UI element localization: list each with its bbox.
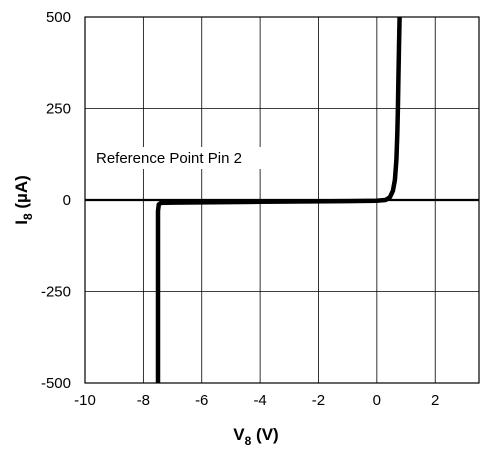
y-tick-label: 250 bbox=[46, 101, 71, 118]
x-tick-label: -2 bbox=[312, 392, 325, 409]
y-tick-label: 0 bbox=[63, 192, 71, 209]
y-axis-label-unit: (µA) bbox=[12, 175, 31, 213]
y-tick-label: -500 bbox=[41, 375, 71, 392]
annotation-label: Reference Point Pin 2 bbox=[96, 150, 242, 167]
y-tick-labels: -500 -250 0 250 500 bbox=[41, 9, 71, 392]
x-axis-label-main: V bbox=[233, 425, 245, 444]
x-tick-label: -8 bbox=[137, 392, 150, 409]
x-tick-label: 0 bbox=[373, 392, 381, 409]
x-tick-labels: -10 -8 -6 -4 -2 0 2 bbox=[74, 392, 439, 409]
y-axis-label-sub: 8 bbox=[21, 213, 35, 220]
annotation-background bbox=[91, 147, 269, 169]
x-axis-label-unit: (V) bbox=[251, 425, 278, 444]
x-tick-label: -10 bbox=[74, 392, 96, 409]
y-tick-label: -250 bbox=[41, 284, 71, 301]
x-tick-label: 2 bbox=[431, 392, 439, 409]
y-tick-label: 500 bbox=[46, 9, 71, 26]
series-line bbox=[155, 16, 402, 383]
x-axis-label: V8 (V) bbox=[233, 425, 278, 448]
x-axis-label-sub: 8 bbox=[245, 434, 252, 448]
x-tick-label: -6 bbox=[195, 392, 208, 409]
y-axis-label: I8 (µA) bbox=[12, 175, 35, 225]
x-tick-label: -4 bbox=[253, 392, 266, 409]
plot-border bbox=[84, 16, 480, 384]
y-axis-label-main: I bbox=[12, 220, 31, 225]
